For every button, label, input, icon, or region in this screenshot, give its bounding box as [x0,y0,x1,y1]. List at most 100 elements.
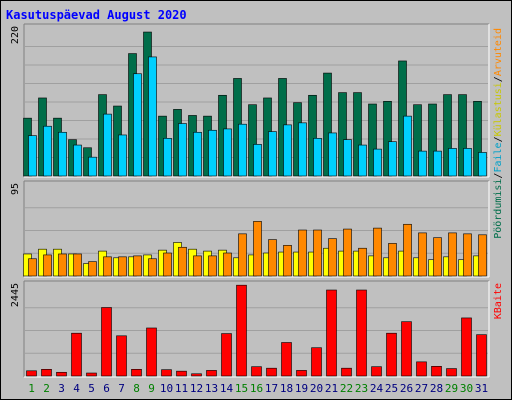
bar-arvuteid-day-27 [418,232,427,277]
legend-text: KBaite [493,283,504,319]
bar-pöördumisi-day-30 [458,94,467,177]
x-tick-label: 26 [400,382,413,395]
bar-kbaite-day-19 [296,370,307,377]
bar-arvuteid-day-9 [148,258,157,277]
bar-faile-day-17 [268,131,277,177]
bar-kbaite-day-7 [116,335,127,377]
bar-arvuteid-day-19 [298,229,307,277]
x-tick-label: 23 [355,382,368,395]
series-arvuteid [28,221,487,277]
bar-pöördumisi-day-21 [323,72,332,177]
bar-pöördumisi-day-28 [428,103,437,177]
bar-faile-day-4 [73,144,82,177]
x-tick-label: 22 [340,382,353,395]
bar-kbaite-day-12 [191,373,202,377]
bar-pöördumisi-day-25 [383,101,392,177]
bar-pöördumisi-day-22 [338,92,347,177]
bar-arvuteid-day-24 [373,227,382,277]
x-tick-label: 30 [460,382,473,395]
bar-faile-day-25 [388,141,397,177]
x-tick-label: 28 [430,382,443,395]
x-tick-label: 12 [190,382,203,395]
bar-faile-day-16 [253,144,262,177]
bar-faile-day-5 [88,156,97,177]
x-tick-label: 2 [43,382,50,395]
x-tick-label: 9 [148,382,155,395]
panel-2: 95 [10,180,490,278]
bar-arvuteid-day-6 [103,256,112,277]
bar-kbaite-day-15 [236,284,247,377]
series-faile [28,56,487,177]
bar-arvuteid-day-8 [133,255,142,277]
bar-arvuteid-day-16 [253,221,262,277]
bar-arvuteid-day-22 [343,228,352,277]
x-tick-label: 29 [445,382,458,395]
bar-kbaite-day-5 [86,372,97,377]
bar-arvuteid-day-15 [238,233,247,277]
bar-arvuteid-day-31 [478,234,487,277]
bar-pöördumisi-day-20 [308,94,317,177]
bar-arvuteid-day-3 [58,253,67,277]
x-tick-label: 31 [475,382,488,395]
bar-pöördumisi-day-29 [443,94,452,177]
bar-faile-day-31 [478,152,487,177]
bar-kbaite-day-2 [41,369,52,377]
bar-faile-day-2 [43,125,52,177]
x-tick-label: 24 [370,382,384,395]
legend-entry: Pöördumisi [493,179,504,239]
bar-kbaite-day-10 [161,369,172,377]
bar-kbaite-day-8 [131,369,142,377]
legend-text: Pöördumisi/Faile/Külastusi/Arvuteid [493,28,504,239]
bar-arvuteid-day-30 [463,233,472,277]
bar-kbaite-day-23 [356,289,367,377]
bar-kbaite-day-6 [101,307,112,377]
legend-separator: / [493,136,504,142]
bar-kbaite-day-9 [146,327,157,377]
bar-arvuteid-day-17 [268,239,277,277]
bar-faile-day-20 [313,138,322,177]
bar-kbaite-day-25 [386,332,397,377]
x-tick-label: 3 [58,382,65,395]
x-tick-label: 1 [28,382,35,395]
bar-kbaite-day-13 [206,370,217,377]
x-axis-tick-labels: 1 2 3 4 5 6 7 8 9 10 11 12 13 14 15 16 17 18 19 20 21 22 23 24 2… [28,382,488,395]
bar-kbaite-day-20 [311,347,322,377]
bar-arvuteid-day-28 [433,237,442,277]
bar-faile-day-3 [58,131,67,177]
bar-faile-day-24 [373,148,382,177]
bar-pöördumisi-day-31 [473,101,482,177]
bar-kbaite-day-22 [341,367,352,377]
x-tick-label: 13 [205,382,218,395]
bar-faile-day-6 [103,113,112,177]
bar-faile-day-28 [433,150,442,177]
bar-kbaite-day-18 [281,342,292,377]
legend-separator: / [493,76,504,82]
bar-arvuteid-day-20 [313,229,322,277]
x-tick-label: 18 [280,382,293,395]
x-tick-label: 4 [73,382,80,395]
bar-faile-day-22 [343,139,352,177]
bar-arvuteid-day-12 [193,255,202,277]
legend-separator: / [493,173,504,179]
bar-arvuteid-day-2 [43,254,52,277]
legend-top: Pöördumisi/Faile/Külastusi/Arvuteid [493,28,504,239]
bar-kbaite-day-29 [446,368,457,377]
bar-faile-day-18 [283,124,292,177]
series-pöördumisi [23,31,482,177]
bar-arvuteid-day-5 [88,261,97,277]
bar-pöördumisi-day-27 [413,104,422,177]
x-tick-label: 7 [118,382,125,395]
bar-kbaite-day-31 [476,334,487,377]
bar-faile-day-26 [403,115,412,177]
x-tick-label: 27 [415,382,428,395]
bar-kbaite-day-17 [266,367,277,377]
bar-faile-day-23 [358,144,367,177]
bar-kbaite-day-4 [71,332,82,377]
bar-kbaite-day-3 [56,371,67,377]
legend-entry: KBaite [493,283,504,319]
bar-kbaite-day-27 [416,361,427,377]
bar-faile-day-15 [238,123,247,177]
x-tick-label: 15 [235,382,248,395]
